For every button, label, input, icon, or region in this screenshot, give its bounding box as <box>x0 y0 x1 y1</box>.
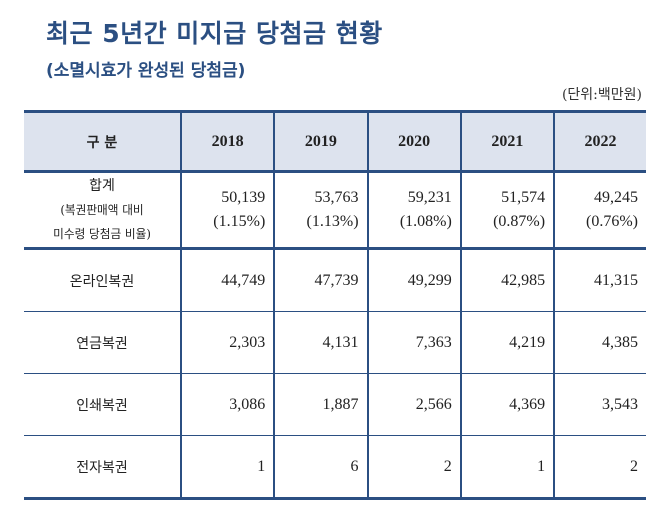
unit-label: (단위:백만원) <box>561 87 642 103</box>
total-value: 49,245 <box>594 189 638 206</box>
total-ratio: (1.08%) <box>399 213 452 230</box>
header-row: 구 분 2018 2019 2020 2021 2022 <box>24 110 646 173</box>
value-cell: 4,131 <box>273 311 369 374</box>
total-cell: 49,245 (0.76%) <box>553 171 646 250</box>
value-cell: 2,566 <box>366 373 462 436</box>
row-label: 전자복권 <box>24 435 182 500</box>
total-ratio: (1.13%) <box>306 213 359 230</box>
total-value: 53,763 <box>314 189 359 206</box>
value-cell: 2 <box>366 435 462 500</box>
header-cell: 2019 <box>273 110 369 173</box>
page-subtitle: (소멸시효가 완성된 당첨금) <box>46 61 246 81</box>
header-cell: 2018 <box>179 110 276 173</box>
row-label: 인쇄복권 <box>24 373 182 436</box>
total-ratio: (1.15%) <box>213 213 266 230</box>
total-value: 50,139 <box>221 189 266 206</box>
header-cell: 구 분 <box>24 110 182 173</box>
total-ratio: (0.76%) <box>586 213 638 230</box>
value-cell: 41,315 <box>553 248 646 312</box>
total-value: 51,574 <box>501 189 546 206</box>
table-row: 전자복권 1 6 2 1 2 <box>24 435 646 500</box>
total-cell: 51,574 (0.87%) <box>459 171 556 250</box>
value-cell: 2,303 <box>179 311 276 374</box>
total-label-sub: 미수령 당첨금 비율) <box>53 227 151 241</box>
header-cell: 2022 <box>553 110 646 173</box>
total-ratio: (0.87%) <box>493 213 546 230</box>
value-cell: 1 <box>179 435 276 500</box>
unclaimed-prize-table: 구 분 2018 2019 2020 2021 2022 합계 (복권판매액 대비… <box>24 110 646 500</box>
value-cell: 47,739 <box>273 248 369 312</box>
total-value: 59,231 <box>407 189 452 206</box>
total-cell: 53,763 (1.13%) <box>273 171 369 250</box>
table-row: 인쇄복권 3,086 1,887 2,566 4,369 3,543 <box>24 373 646 436</box>
value-cell: 3,086 <box>179 373 276 436</box>
total-label-sub: (복권판매액 대비 <box>60 203 144 217</box>
value-cell: 2 <box>553 435 646 500</box>
header-cell: 2021 <box>459 110 556 173</box>
value-cell: 4,385 <box>553 311 646 374</box>
value-cell: 42,985 <box>459 248 556 312</box>
header-cell: 2020 <box>366 110 462 173</box>
value-cell: 3,543 <box>553 373 646 436</box>
value-cell: 49,299 <box>366 248 462 312</box>
total-cell: 50,139 (1.15%) <box>179 171 276 250</box>
value-cell: 44,749 <box>179 248 276 312</box>
total-label: 합계 <box>89 178 115 194</box>
table-row: 연금복권 2,303 4,131 7,363 4,219 4,385 <box>24 311 646 374</box>
value-cell: 7,363 <box>366 311 462 374</box>
value-cell: 6 <box>273 435 369 500</box>
page-title: 최근 5년간 미지급 당첨금 현황 <box>46 19 383 48</box>
value-cell: 1 <box>459 435 556 500</box>
value-cell: 4,369 <box>459 373 556 436</box>
row-label: 연금복권 <box>24 311 182 374</box>
table-row: 온라인복권 44,749 47,739 49,299 42,985 41,315 <box>24 248 646 312</box>
value-cell: 4,219 <box>459 311 556 374</box>
row-label: 온라인복권 <box>24 248 182 312</box>
value-cell: 1,887 <box>273 373 369 436</box>
total-cell: 59,231 (1.08%) <box>366 171 462 250</box>
